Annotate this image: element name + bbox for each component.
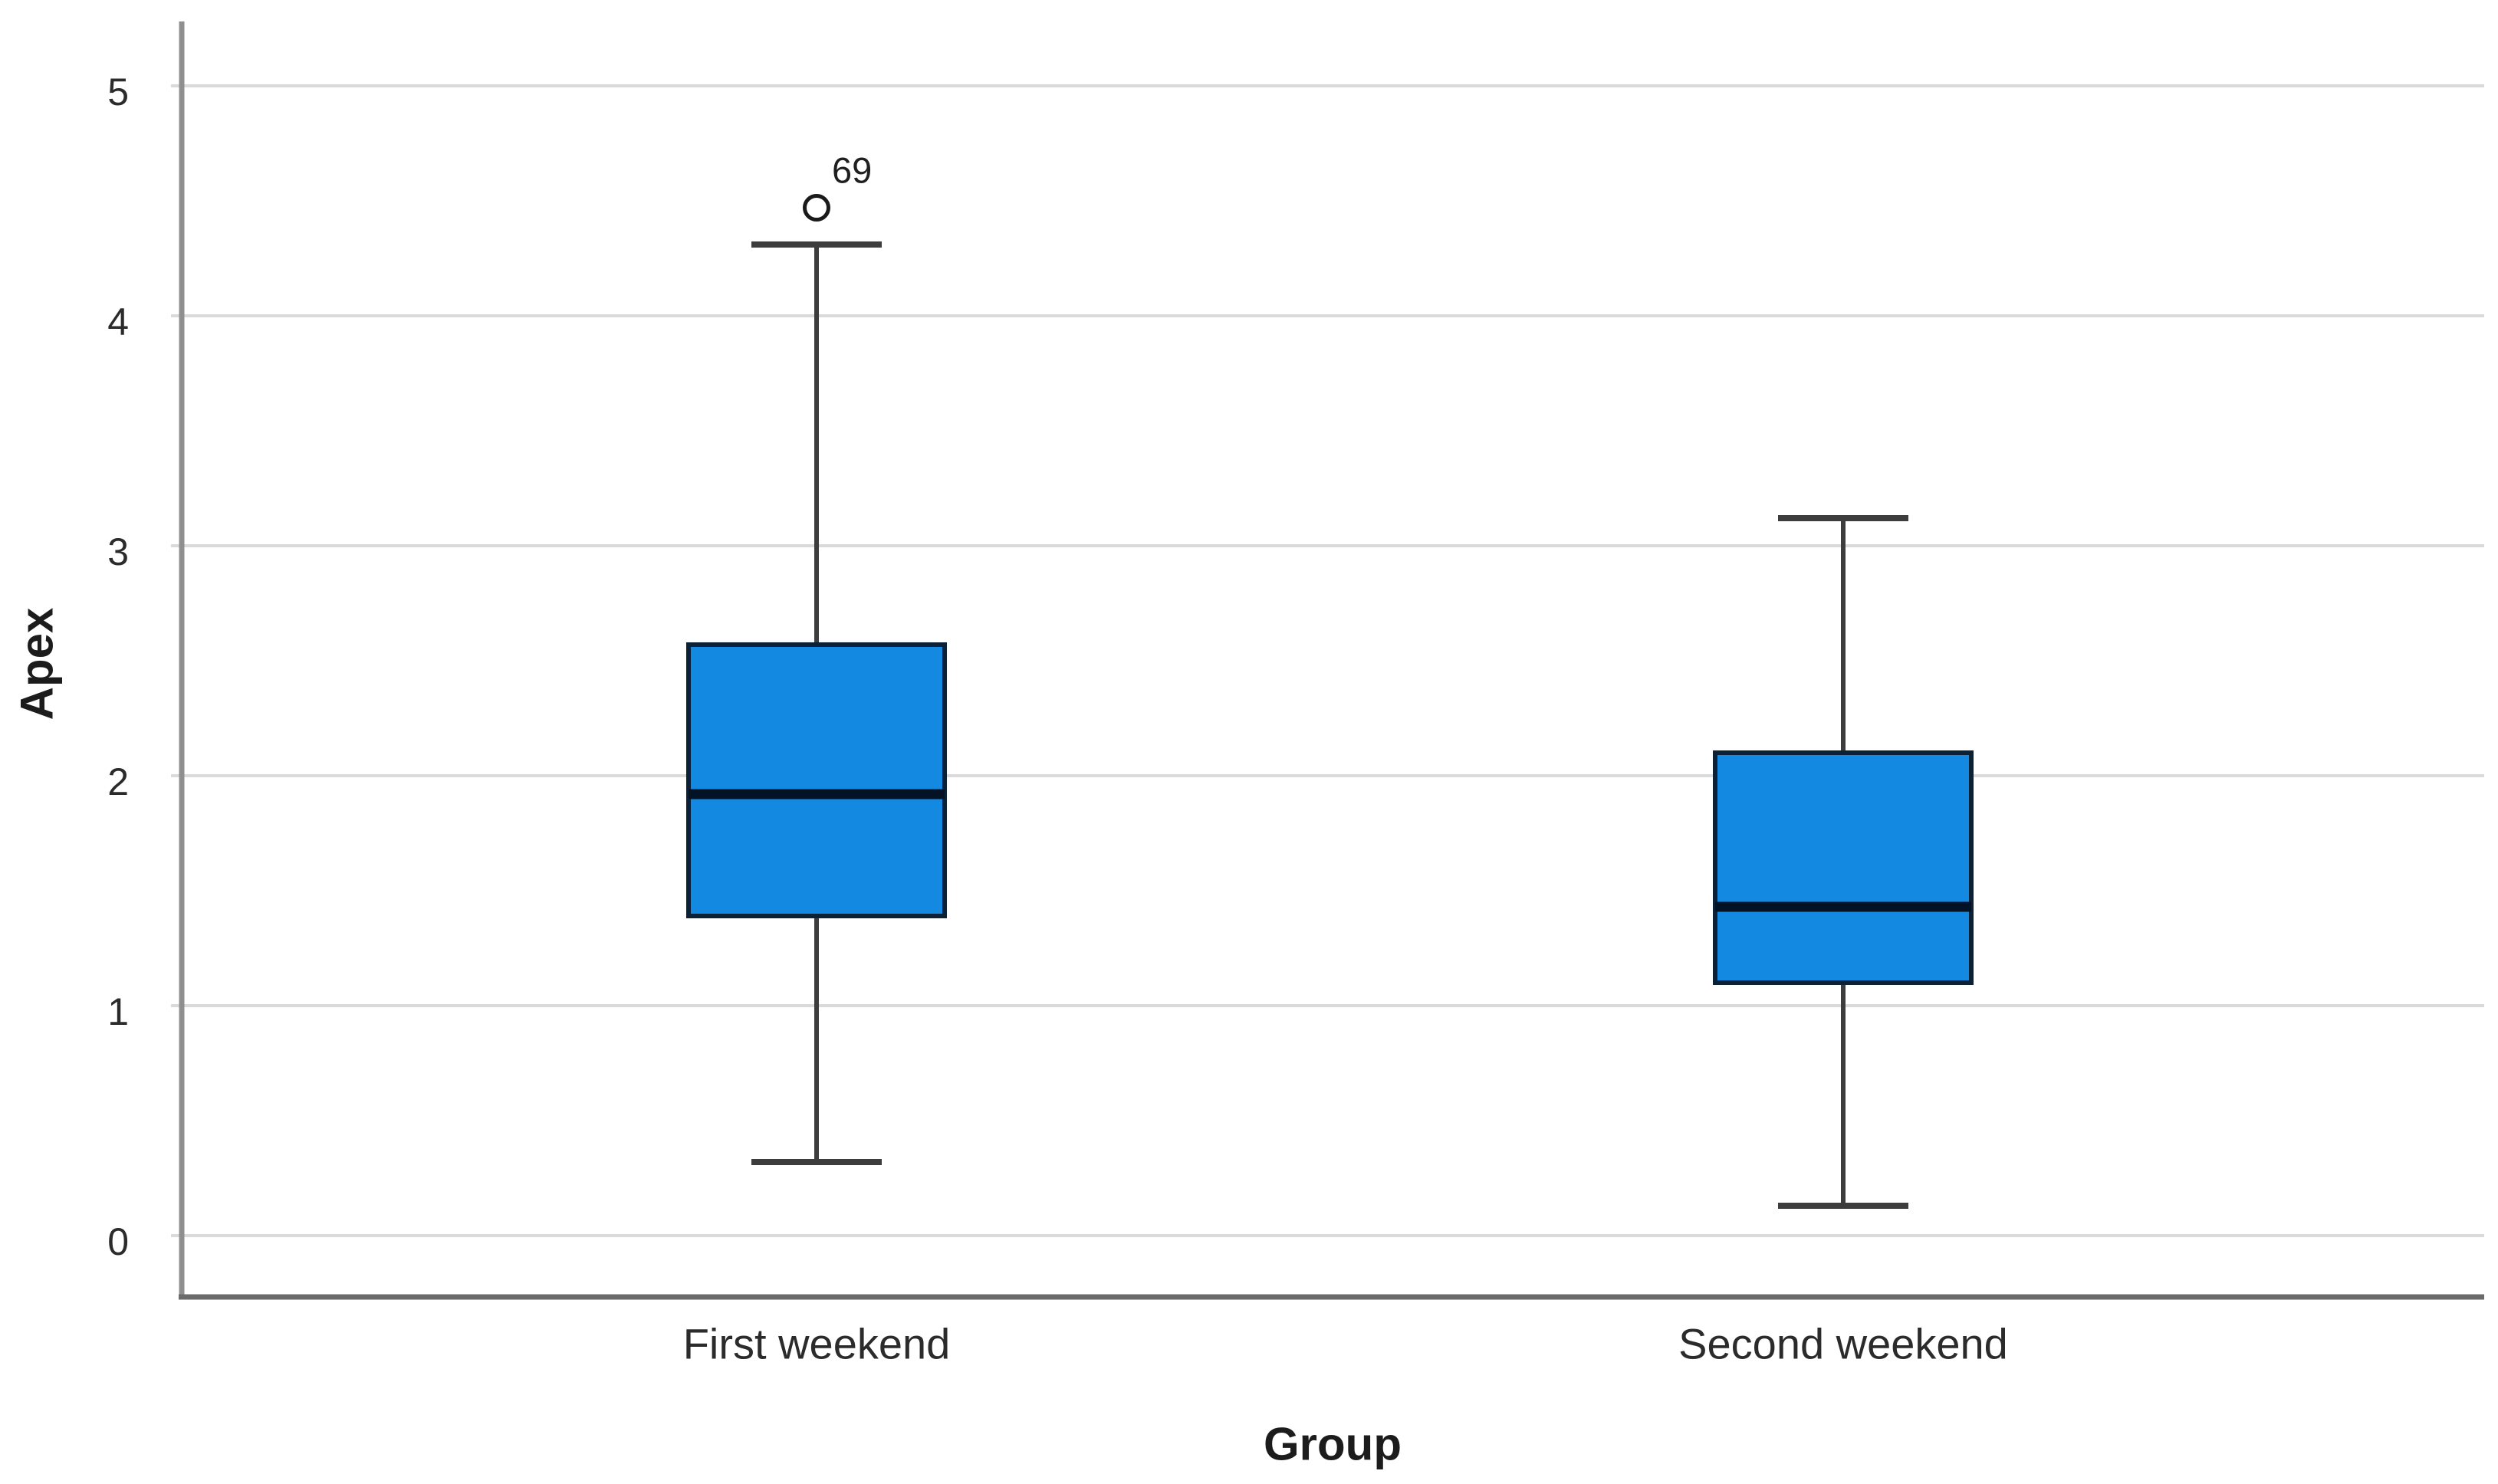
iqr-box-first-weekend (686, 642, 947, 918)
y-tick-label-1: 1 (107, 990, 129, 1033)
category-label-first-weekend: First weekend (683, 1320, 951, 1368)
y-tick-label-2: 2 (107, 760, 129, 803)
iqr-box-second-weekend (1713, 750, 1974, 985)
y-tick-label-0: 0 (107, 1220, 129, 1263)
y-axis-title: Apex (11, 607, 63, 721)
x-axis-title: Group (1264, 1418, 1402, 1470)
outlier-point-first-weekend (803, 194, 830, 222)
y-tick-label-3: 3 (107, 530, 129, 573)
outlier-label-first-weekend: 69 (832, 150, 872, 191)
y-tick-label-4: 4 (107, 300, 129, 343)
y-tick-label-5: 5 (107, 71, 129, 113)
category-label-second-weekend: Second weekend (1678, 1320, 2008, 1368)
